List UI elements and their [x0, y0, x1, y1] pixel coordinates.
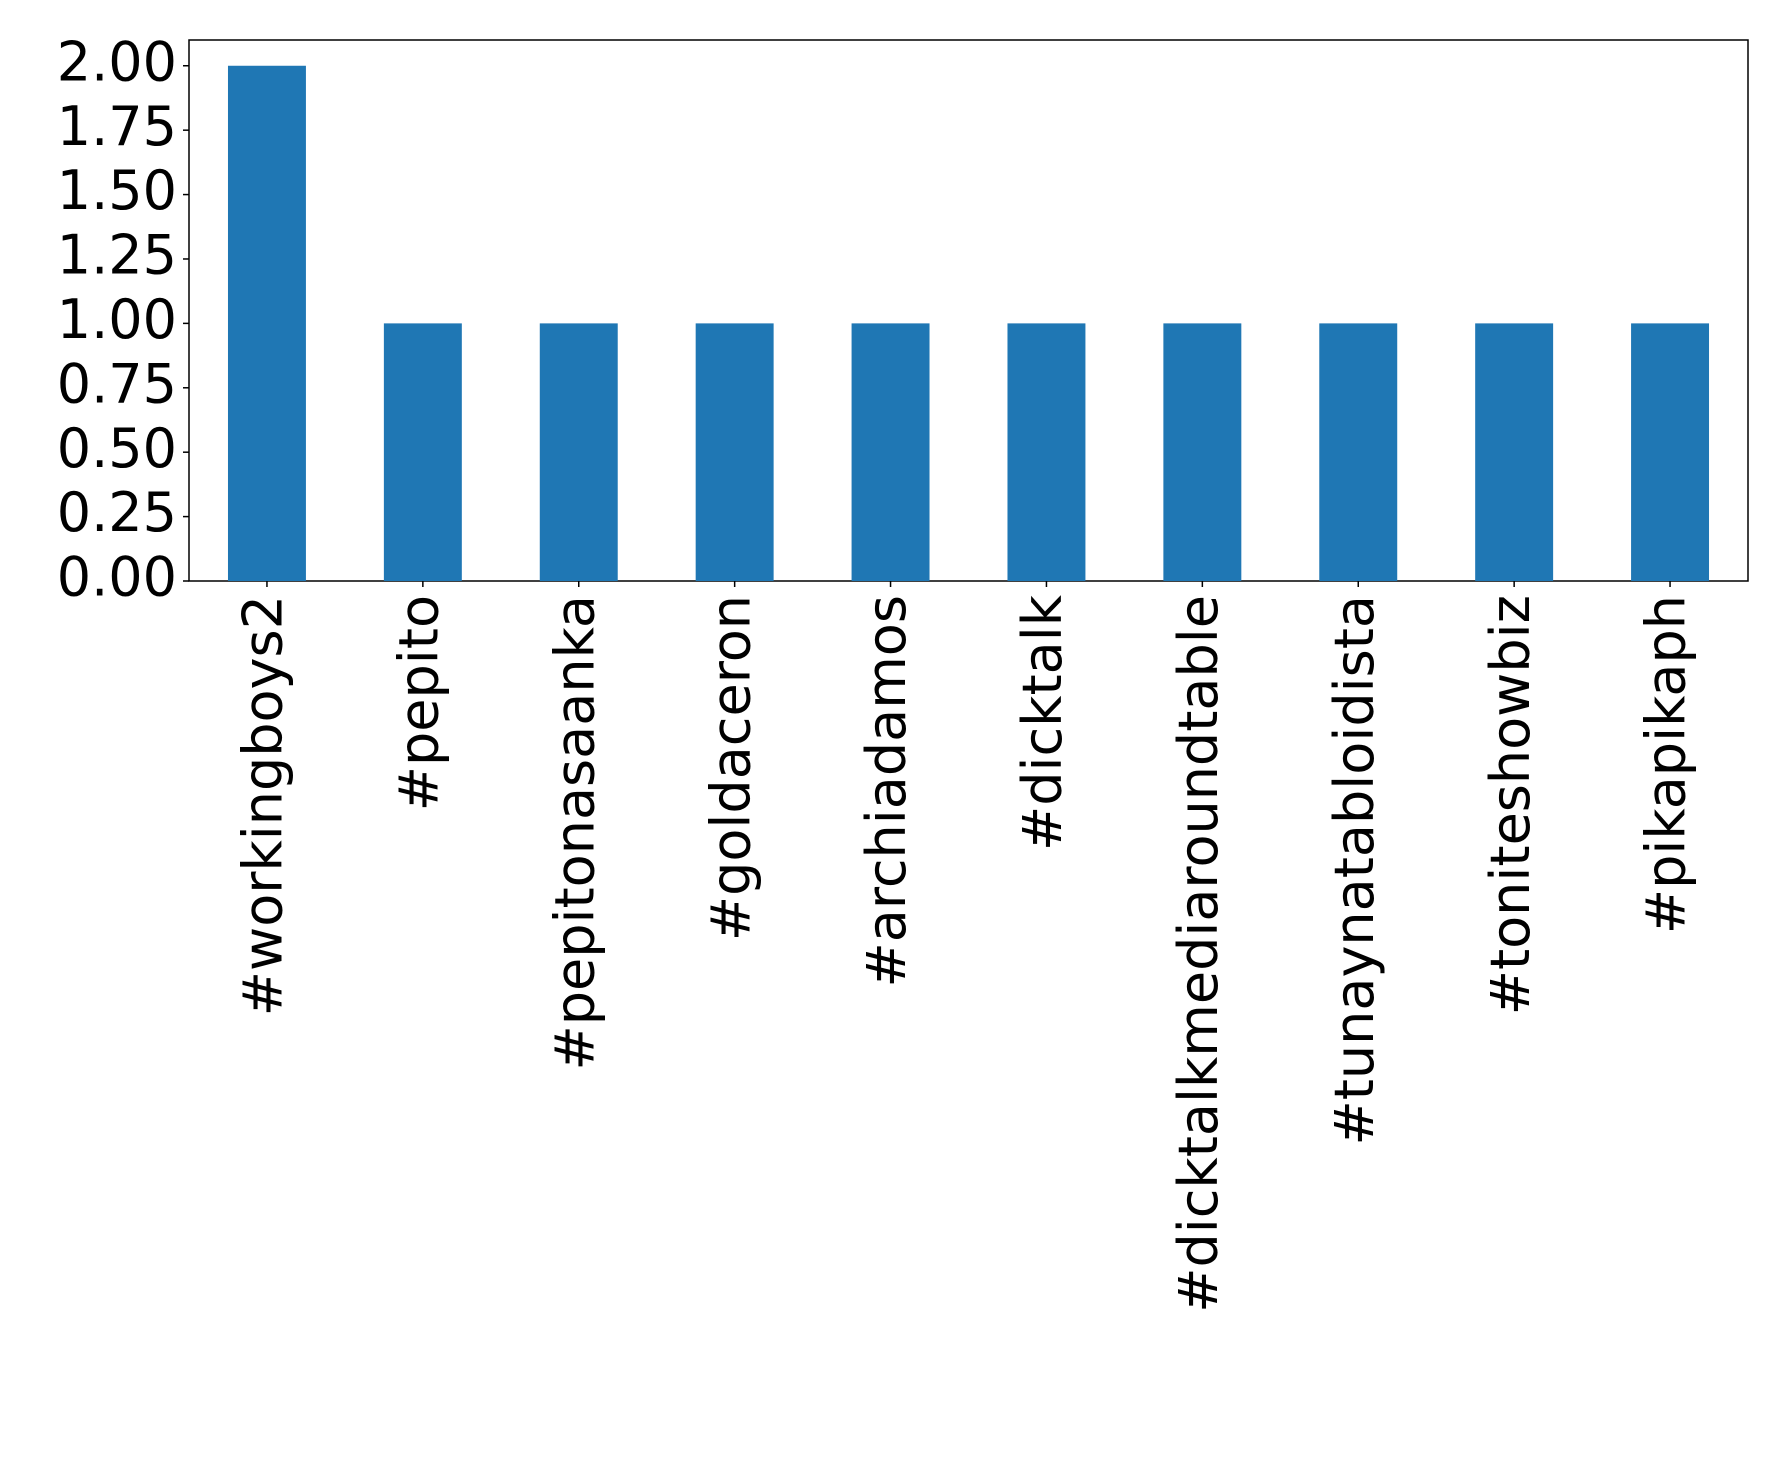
y-tick-label: 1.25	[57, 224, 177, 287]
x-tick-label: #pepitonasaanka	[543, 595, 606, 1071]
x-tick-label: #dicktalk	[1011, 594, 1074, 851]
bar	[1631, 323, 1710, 581]
y-tick-label: 1.75	[57, 95, 177, 158]
x-tick-label: #pepito	[387, 595, 450, 811]
x-tick-label: #goldaceron	[699, 595, 762, 941]
x-tick-label: #tunaynatabloidista	[1323, 595, 1386, 1146]
bar	[383, 323, 462, 581]
bar	[227, 65, 306, 581]
x-tick-label: #toniteshowbiz	[1479, 595, 1542, 1015]
bar	[1475, 323, 1554, 581]
x-tick-label: #workingboys2	[232, 595, 295, 1016]
bar	[695, 323, 774, 581]
y-tick-label: 0.75	[57, 352, 177, 415]
y-tick-label: 1.00	[57, 288, 177, 351]
x-tick-label: #dicktalkmediaroundtable	[1167, 595, 1230, 1313]
bar	[1163, 323, 1242, 581]
y-tick-label: 0.00	[57, 546, 177, 609]
bar	[851, 323, 930, 581]
bar	[1007, 323, 1086, 581]
bar	[539, 323, 618, 581]
y-tick-label: 0.50	[57, 417, 177, 480]
y-tick-label: 1.50	[57, 159, 177, 222]
y-tick-label: 0.25	[57, 481, 177, 544]
x-tick-label: #archiadamos	[855, 595, 918, 988]
bar	[1319, 323, 1398, 581]
y-tick-label: 2.00	[57, 30, 177, 93]
x-tick-label: #pikapikaph	[1635, 595, 1698, 934]
plot-frame	[188, 39, 1749, 582]
